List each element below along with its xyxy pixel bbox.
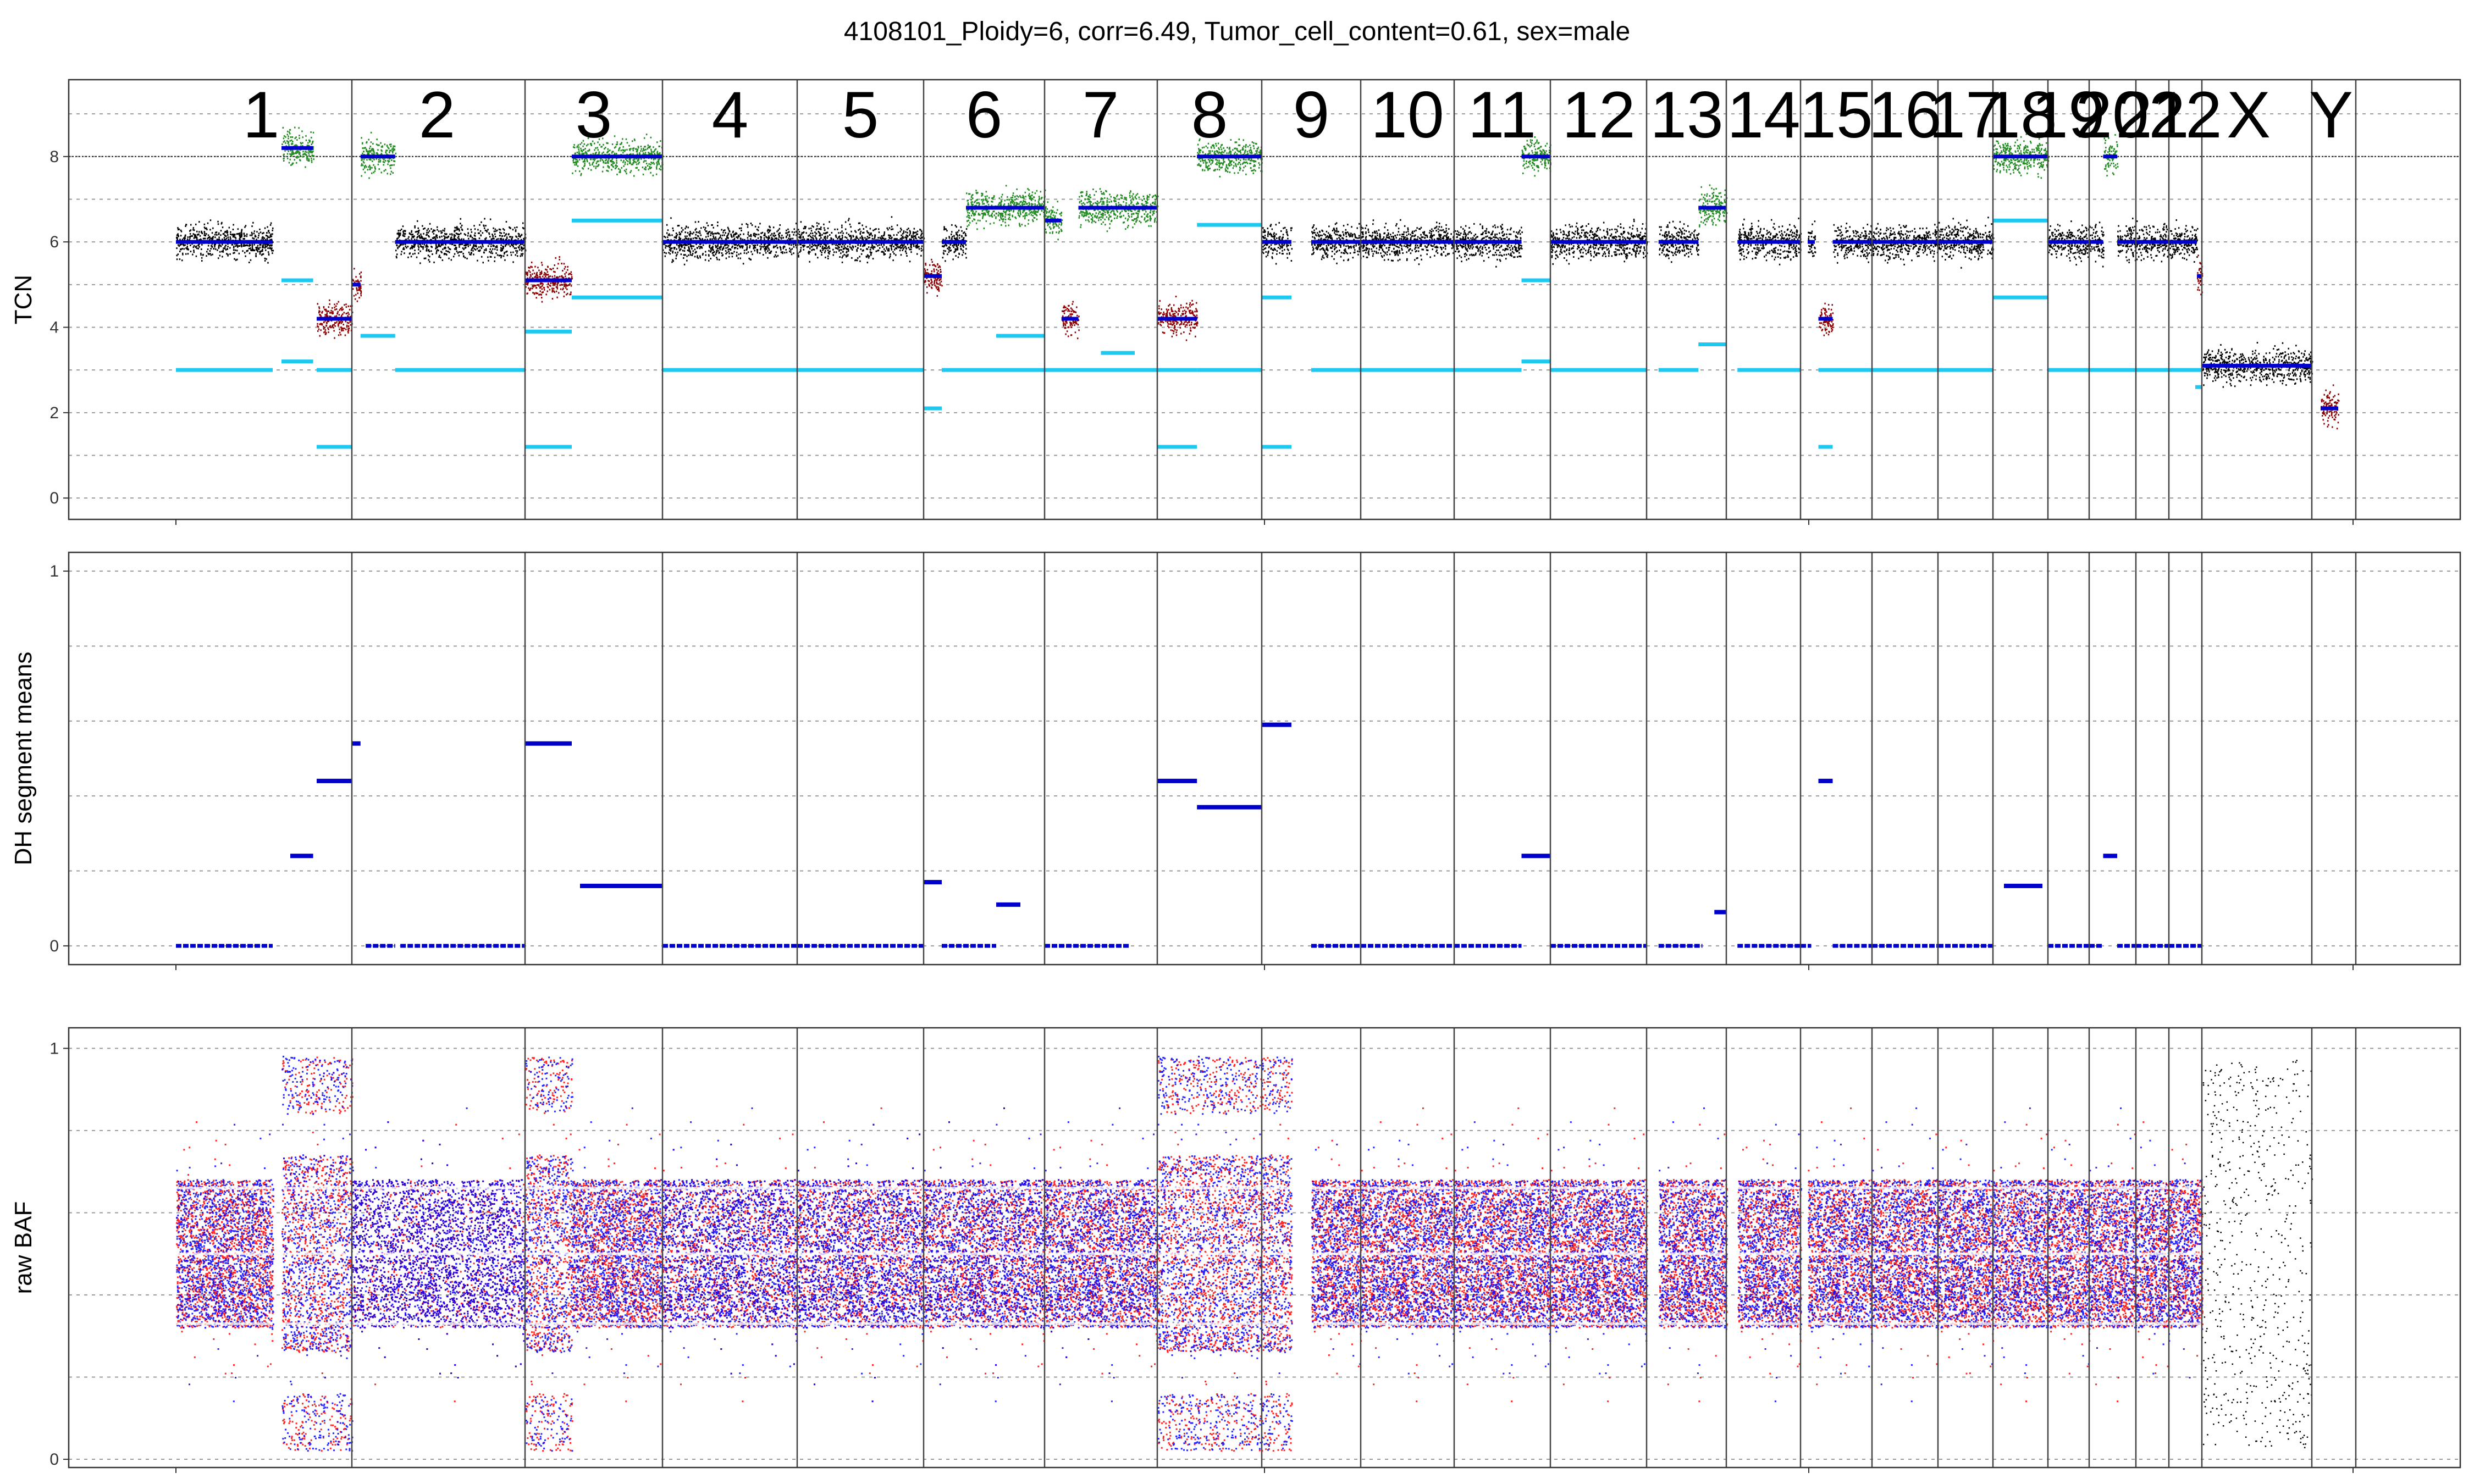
panel-1: 0 1 DH segment means <box>10 551 2461 970</box>
panel-2: 0 1 raw BAF <box>10 1027 2461 1473</box>
y-tick-label: 0 <box>49 489 59 507</box>
baf-points <box>1550 1121 1648 1375</box>
tcn-points <box>1078 188 1159 232</box>
baf-points <box>1993 1107 2050 1374</box>
baf-points <box>1262 1056 1293 1451</box>
y-axis-label: raw BAF <box>10 1201 37 1294</box>
chromosome-label: 8 <box>1191 78 1228 152</box>
tcn-points <box>1454 223 1523 268</box>
baf-points <box>1938 1139 1995 1375</box>
data-layer <box>176 126 2340 449</box>
baf-points <box>176 1121 274 1375</box>
chromosome-label: 3 <box>576 78 612 152</box>
baf-points <box>1737 1139 1802 1375</box>
panel-frame <box>68 551 2461 966</box>
y-tick-label: 6 <box>49 233 59 251</box>
baf-points <box>572 1107 664 1374</box>
chromosome-label: 17 <box>1929 78 2002 152</box>
baf-points <box>1045 1107 1159 1403</box>
chromosome-label: 15 <box>1799 78 1873 152</box>
chromosome-label: 13 <box>1650 78 1723 152</box>
chromosome-label: 4 <box>712 78 749 152</box>
tcn-points <box>1808 220 1816 257</box>
baf-points <box>2048 1139 2091 1375</box>
chromosome-label: 1 <box>243 78 280 152</box>
baf-points <box>1361 1139 1456 1375</box>
tcn-points <box>1311 222 1362 264</box>
chromosome-label: 5 <box>842 78 879 152</box>
chromosome-label: 16 <box>1868 78 1941 152</box>
y-tick-label: 0 <box>49 937 59 955</box>
y-tick-label: 0 <box>49 1450 59 1469</box>
baf-points <box>281 1055 354 1452</box>
chromosome-label: 21 <box>2116 78 2189 152</box>
baf-points <box>1658 1107 1728 1374</box>
baf-points <box>1808 1139 1874 1375</box>
y-axis-label: TCN <box>10 275 37 324</box>
chromosome-label: Y <box>2309 78 2353 152</box>
y-tick-label: 2 <box>49 404 59 422</box>
y-tick-label: 1 <box>49 1039 59 1057</box>
tcn-points <box>797 216 925 264</box>
chromosome-label: 9 <box>1293 78 1330 152</box>
tcn-points <box>2089 222 2105 268</box>
baf-points <box>1872 1107 1940 1403</box>
chromosome-label: 6 <box>966 78 1003 152</box>
chromosome-label: 14 <box>1727 78 1800 152</box>
y-axis-label: DH segment means <box>10 652 37 866</box>
baf-points <box>2169 1162 2204 1378</box>
chromosome-label: 18 <box>1984 78 2057 152</box>
data-layer <box>176 722 2202 948</box>
chromosome-label: 2 <box>419 78 456 152</box>
baf-points <box>924 1107 1046 1375</box>
chromosome-label: 11 <box>1468 78 1537 152</box>
tcn-points <box>1819 302 1834 336</box>
tcn-points <box>1157 296 1199 341</box>
chromosome-label: 20 <box>2075 78 2149 152</box>
baf-points <box>797 1123 925 1403</box>
baf-points <box>2202 1060 2313 1448</box>
baf-points <box>2136 1139 2171 1375</box>
baf-points <box>1454 1121 1552 1375</box>
chromosome-label: X <box>2227 78 2271 152</box>
y-tick-label: 8 <box>49 148 59 166</box>
baf-points <box>352 1107 527 1378</box>
chromosome-label: 10 <box>1371 78 1444 152</box>
baf-points <box>662 1107 799 1375</box>
baf-points <box>2048 1143 2091 1365</box>
tcn-points <box>2169 219 2199 263</box>
data-layer <box>176 1055 2313 1452</box>
baf-points <box>1993 1123 2050 1403</box>
tcn-points <box>352 268 362 302</box>
y-tick-label: 1 <box>49 562 59 580</box>
chromosome-label: 7 <box>1083 78 1119 152</box>
baf-points <box>176 1123 274 1403</box>
chromosome-label: 12 <box>1562 78 1635 152</box>
baf-points <box>662 1123 799 1403</box>
chromosome-label: 19 <box>2031 78 2105 152</box>
baf-points <box>1737 1123 1802 1403</box>
tcn-points <box>1872 223 1940 265</box>
chromosome-label: 22 <box>2149 78 2222 152</box>
chart-title: 4108101_Ploidy=6, corr=6.49, Tumor_cell_… <box>843 17 1631 46</box>
tcn-points <box>2321 384 2340 430</box>
y-tick-label: 4 <box>49 318 59 336</box>
baf-points <box>1311 1143 1362 1365</box>
baf-points <box>1311 1139 1362 1375</box>
baf-points <box>1157 1055 1199 1452</box>
